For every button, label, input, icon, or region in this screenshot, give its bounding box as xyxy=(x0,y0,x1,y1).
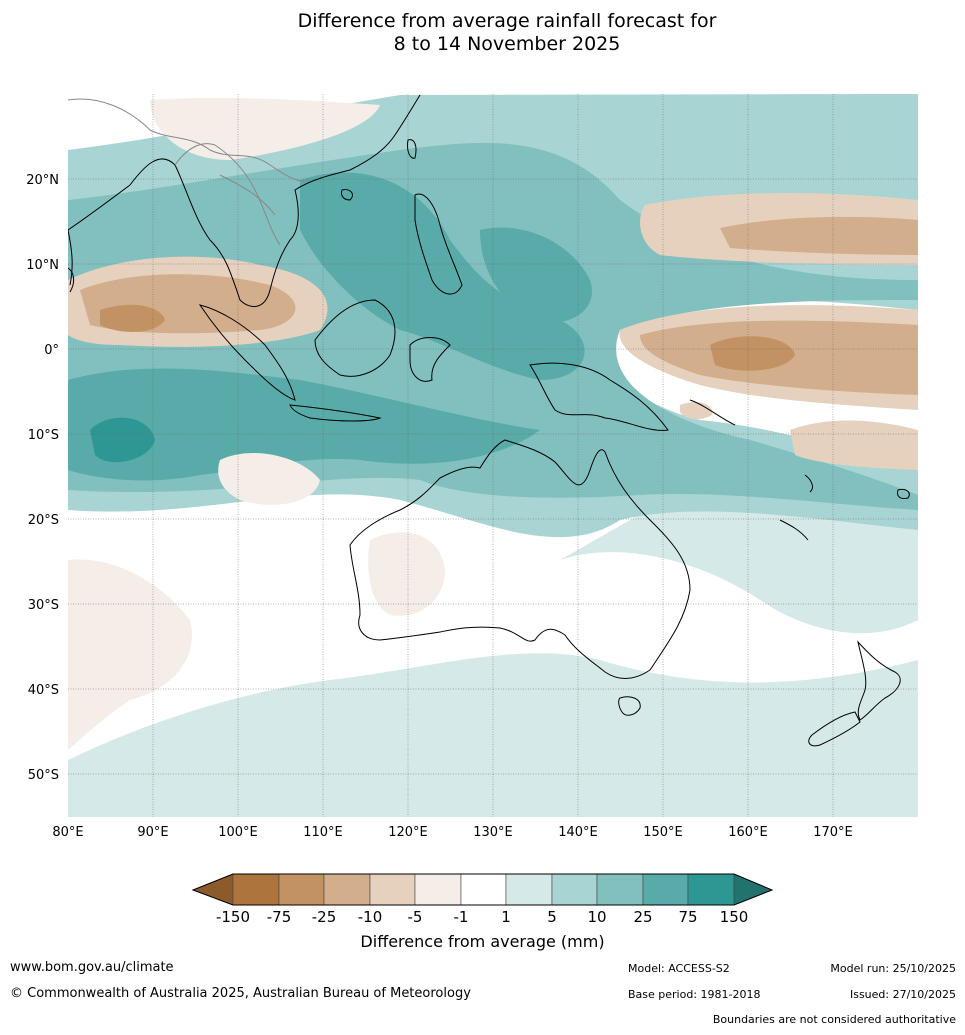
pacific-equatorial-driest-region xyxy=(710,336,795,371)
lon-label: 100°E xyxy=(218,825,258,840)
maritime-continent-teal-zone xyxy=(300,172,585,380)
asia-coastline xyxy=(68,94,421,308)
western-australia-dry-region xyxy=(368,532,445,616)
colorbar-tick-label: -1 xyxy=(454,908,469,926)
colorbar-swatch xyxy=(551,873,598,906)
tasmania-coastline xyxy=(618,696,641,716)
java-coastline xyxy=(289,404,382,422)
rainfall-map: 20°N 10°N 0° 10°S 20°S 30°S 40°S 50°S 80… xyxy=(26,94,918,840)
colorbar-title: Difference from average (mm) xyxy=(360,932,605,951)
lat-label: 40°S xyxy=(28,683,59,698)
australia-coastline xyxy=(349,439,691,679)
map-field xyxy=(68,94,918,817)
new-caledonia-coastline xyxy=(804,474,813,493)
north-pacific-teal-zone xyxy=(480,227,592,323)
lat-label: 0° xyxy=(44,343,59,358)
lon-label: 160°E xyxy=(728,825,768,840)
sumatra-coastline xyxy=(198,304,296,401)
lat-label: 30°S xyxy=(28,598,59,613)
colorbar-swatch xyxy=(642,873,689,906)
graticule xyxy=(68,94,918,817)
footer-model-run: Model run: 25/10/2025 xyxy=(830,962,956,975)
country-borders xyxy=(68,98,311,246)
colorbar-swatch xyxy=(369,873,416,906)
vanuatu-coastline xyxy=(779,519,809,541)
indian-ocean-strongest-teal-zone xyxy=(90,417,155,463)
southern-indian-ocean-dry-region xyxy=(68,559,192,750)
south-pacific-dry-region xyxy=(790,420,918,470)
colorbar-high-extension xyxy=(733,873,773,906)
lon-label: 90°E xyxy=(137,825,168,840)
colorbar-swatch xyxy=(323,873,371,906)
title-line-2: 8 to 14 November 2025 xyxy=(393,33,621,55)
lat-label: 50°S xyxy=(28,768,59,783)
colorbar: -150 -75 -25 -10 -5 -1 1 5 10 25 75 150 xyxy=(191,873,774,926)
colorbar-tick-label: -5 xyxy=(408,908,423,926)
asia-border-2 xyxy=(174,143,281,246)
colorbar-tick-label: 5 xyxy=(547,908,557,926)
philippines-coastline xyxy=(414,193,463,295)
lat-label: 20°N xyxy=(26,173,59,188)
colorbar-tick-label: 150 xyxy=(720,908,749,926)
lat-label: 20°S xyxy=(28,513,59,528)
solomon-islands-coastline xyxy=(689,399,736,426)
footer-base-period: Base period: 1981-2018 xyxy=(628,988,761,1001)
lon-label: 120°E xyxy=(388,825,428,840)
colorbar-tick-label: 75 xyxy=(678,908,697,926)
hainan-coastline xyxy=(341,189,353,201)
colorbar-low-extension xyxy=(192,873,234,906)
colorbar-tick-label: -25 xyxy=(312,908,337,926)
lon-label: 110°E xyxy=(303,825,343,840)
map-title: Difference from average rainfall forecas… xyxy=(0,10,965,56)
longitude-labels: 80°E 90°E 100°E 110°E 120°E 130°E 140°E … xyxy=(52,825,852,840)
colorbar-tick-label: -10 xyxy=(358,908,383,926)
footer-model: Model: ACCESS-S2 xyxy=(628,962,730,975)
colorbar-tick-label: 25 xyxy=(633,908,652,926)
colorbar-tick-label: 10 xyxy=(587,908,606,926)
lon-label: 170°E xyxy=(813,825,853,840)
lat-label: 10°S xyxy=(28,428,59,443)
india-coastline xyxy=(68,229,73,286)
new-zealand-south-island-coastline xyxy=(808,711,861,747)
new-zealand-north-island-coastline xyxy=(857,640,901,721)
title-line-1: Difference from average rainfall forecas… xyxy=(297,10,717,32)
borneo-coastline xyxy=(314,299,396,377)
colorbar-tick-label: -150 xyxy=(216,908,250,926)
new-guinea-coastline xyxy=(529,362,669,431)
colorbar-swatch xyxy=(414,873,462,906)
asia-border-1 xyxy=(68,98,311,182)
south-china-dry-region xyxy=(150,97,380,160)
colorbar-tick-label: 1 xyxy=(501,908,511,926)
colorbar-swatch xyxy=(687,873,735,906)
lon-label: 150°E xyxy=(643,825,683,840)
lon-label: 130°E xyxy=(473,825,513,840)
footer-copyright: © Commonwealth of Australia 2025, Austra… xyxy=(10,986,471,1001)
colorbar-swatch xyxy=(278,873,325,906)
colorbar-swatch xyxy=(460,873,507,906)
lat-label: 10°N xyxy=(26,258,59,273)
colorbar-swatch xyxy=(596,873,644,906)
colorbar-ticks: -150 -75 -25 -10 -5 -1 1 5 10 25 75 150 xyxy=(216,908,748,926)
sulawesi-coastline xyxy=(409,337,451,382)
north-pacific-drier-region xyxy=(720,216,918,255)
colorbar-outline xyxy=(191,873,774,906)
footer-issued: Issued: 27/10/2025 xyxy=(849,988,956,1001)
lon-label: 80°E xyxy=(52,825,83,840)
coastlines xyxy=(68,94,910,747)
southern-light-teal-region xyxy=(68,653,918,817)
footer-disclaimer: Boundaries are not considered authoritat… xyxy=(712,1013,956,1026)
colorbar-swatch xyxy=(232,873,280,906)
indian-ocean-deep-teal-zone xyxy=(68,368,540,481)
bay-of-bengal-driest-region xyxy=(100,304,165,332)
footer-url: www.bom.gov.au/climate xyxy=(10,960,174,975)
taiwan-coastline xyxy=(407,139,417,159)
colorbar-tick-label: -75 xyxy=(267,908,292,926)
sri-lanka-coastline xyxy=(68,267,75,293)
fiji-coastline xyxy=(897,489,910,499)
indian-ocean-dry-spot xyxy=(218,452,320,505)
lon-label: 140°E xyxy=(558,825,598,840)
colorbar-swatch xyxy=(505,873,553,906)
asia-border-3 xyxy=(219,174,276,216)
latitude-labels: 20°N 10°N 0° 10°S 20°S 30°S 40°S 50°S xyxy=(26,173,59,783)
